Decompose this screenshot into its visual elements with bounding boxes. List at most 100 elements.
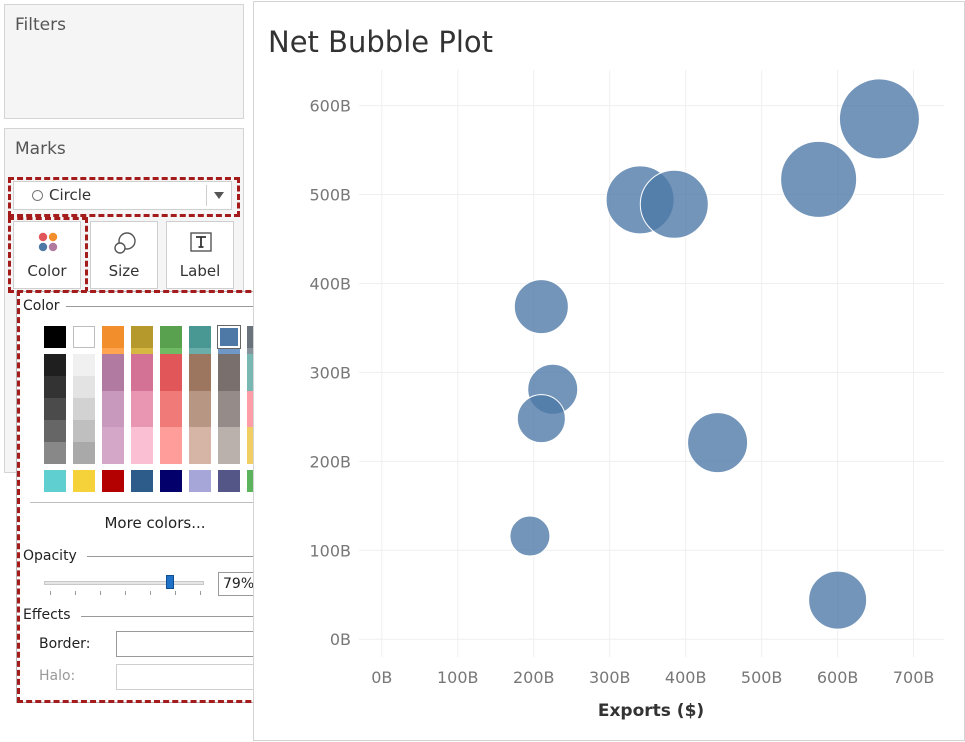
x-tick-label: 300B <box>589 668 631 687</box>
slider-tick <box>125 591 126 595</box>
mark-type-dropdown[interactable]: Circle <box>13 181 232 210</box>
x-tick-label: 600B <box>817 668 859 687</box>
bubble-mark[interactable] <box>516 394 566 444</box>
label-button-label: Label <box>179 262 221 280</box>
opacity-slider-thumb[interactable] <box>166 575 175 589</box>
x-tick-label: 0B <box>371 668 392 687</box>
color-section-label: Color <box>23 298 66 314</box>
color-swatch[interactable] <box>73 420 95 442</box>
label-button[interactable]: Label <box>166 221 234 289</box>
color-button[interactable]: Color <box>13 221 81 289</box>
chart-panel: Net Bubble Plot 0B 100B 200B 300B 400B 500B 60… <box>253 1 965 741</box>
color-swatch[interactable] <box>44 470 66 492</box>
color-swatch[interactable] <box>131 470 153 492</box>
bubble-mark[interactable] <box>639 169 709 239</box>
opacity-slider-track <box>44 581 204 585</box>
color-dots-icon <box>38 232 58 252</box>
marks-title: Marks <box>15 139 66 159</box>
slider-tick <box>100 591 101 595</box>
color-swatch[interactable] <box>102 326 124 348</box>
color-swatch[interactable] <box>44 398 66 420</box>
x-tick-label: 200B <box>513 668 555 687</box>
color-swatch[interactable] <box>218 326 240 348</box>
size-button[interactable]: Size <box>90 221 158 289</box>
y-tick-label: 100B <box>309 541 351 560</box>
y-tick-label: 0B <box>330 630 351 649</box>
color-swatch[interactable] <box>160 326 182 348</box>
color-swatch[interactable] <box>189 427 211 464</box>
color-swatch[interactable] <box>160 427 182 464</box>
color-swatch[interactable] <box>131 354 153 391</box>
mark-type-label: Circle <box>49 186 92 204</box>
bubble-mark[interactable] <box>513 279 569 335</box>
selected-swatch-outline <box>217 325 241 349</box>
color-swatch[interactable] <box>73 470 95 492</box>
color-swatch[interactable] <box>218 390 240 428</box>
bubble-mark[interactable] <box>509 515 551 557</box>
opacity-slider[interactable] <box>44 575 204 598</box>
color-swatch[interactable] <box>102 470 124 492</box>
y-tick-label: 200B <box>309 452 351 471</box>
palette-bottom-rule <box>30 502 283 503</box>
color-swatch[interactable] <box>44 354 66 376</box>
color-swatch[interactable] <box>218 427 240 464</box>
bubble-mark[interactable] <box>780 140 858 218</box>
color-swatch[interactable] <box>44 326 66 348</box>
filters-panel: Filters <box>4 4 244 119</box>
y-tick-label: 500B <box>309 186 351 205</box>
color-swatch[interactable] <box>189 390 211 428</box>
color-swatch[interactable] <box>73 354 95 376</box>
label-t-icon <box>190 232 212 252</box>
color-swatch[interactable] <box>189 326 211 348</box>
bubble-chart: Net Bubble Plot 0B 100B 200B 300B 400B 500B 60… <box>268 25 944 721</box>
color-swatch[interactable] <box>131 427 153 464</box>
more-colors-link[interactable]: More colors... <box>104 514 206 532</box>
color-swatch[interactable] <box>44 442 66 464</box>
color-swatch[interactable] <box>102 427 124 464</box>
color-swatch[interactable] <box>102 390 124 428</box>
mark-type-highlight <box>8 177 240 217</box>
x-axis-label: Exports ($) <box>598 701 704 721</box>
border-label: Border: <box>39 636 91 652</box>
filters-title: Filters <box>15 15 66 35</box>
color-swatch[interactable] <box>44 420 66 442</box>
effects-section-rule <box>81 616 285 617</box>
color-swatch[interactable] <box>189 470 211 492</box>
bubble-mark[interactable] <box>838 78 920 160</box>
size-button-label: Size <box>108 262 140 280</box>
color-swatch[interactable] <box>218 470 240 492</box>
opacity-section-label: Opacity <box>23 548 83 564</box>
color-swatch[interactable] <box>131 326 153 348</box>
x-tick-label: 100B <box>437 668 479 687</box>
color-swatch[interactable] <box>73 442 95 464</box>
y-tick-label: 600B <box>309 97 351 116</box>
color-swatch[interactable] <box>44 376 66 398</box>
color-swatch[interactable] <box>160 470 182 492</box>
halo-label: Halo: <box>39 668 76 684</box>
dropdown-separator <box>206 185 207 206</box>
color-swatch[interactable] <box>189 354 211 391</box>
color-swatch[interactable] <box>73 398 95 420</box>
color-swatch[interactable] <box>131 390 153 428</box>
color-button-highlight <box>8 217 88 293</box>
opacity-value: 79% <box>223 576 255 592</box>
bubble-mark[interactable] <box>808 570 868 630</box>
x-tick-label: 700B <box>893 668 935 687</box>
color-swatch[interactable] <box>73 376 95 398</box>
chevron-down-icon <box>214 192 224 199</box>
size-circles-icon <box>114 232 136 254</box>
y-tick-label: 400B <box>309 274 351 293</box>
effects-section-label: Effects <box>23 607 77 623</box>
color-swatch[interactable] <box>160 390 182 428</box>
slider-tick <box>150 591 151 595</box>
color-swatch[interactable] <box>160 354 182 391</box>
color-button-label: Color <box>27 262 67 280</box>
circle-outline-icon <box>32 190 43 201</box>
color-swatch[interactable] <box>218 354 240 391</box>
opacity-section-rule <box>87 556 285 557</box>
bubble-mark[interactable] <box>687 412 749 474</box>
color-section-rule <box>62 306 285 307</box>
color-swatch[interactable] <box>102 354 124 391</box>
color-swatch[interactable] <box>73 326 95 348</box>
y-tick-label: 300B <box>309 363 351 382</box>
